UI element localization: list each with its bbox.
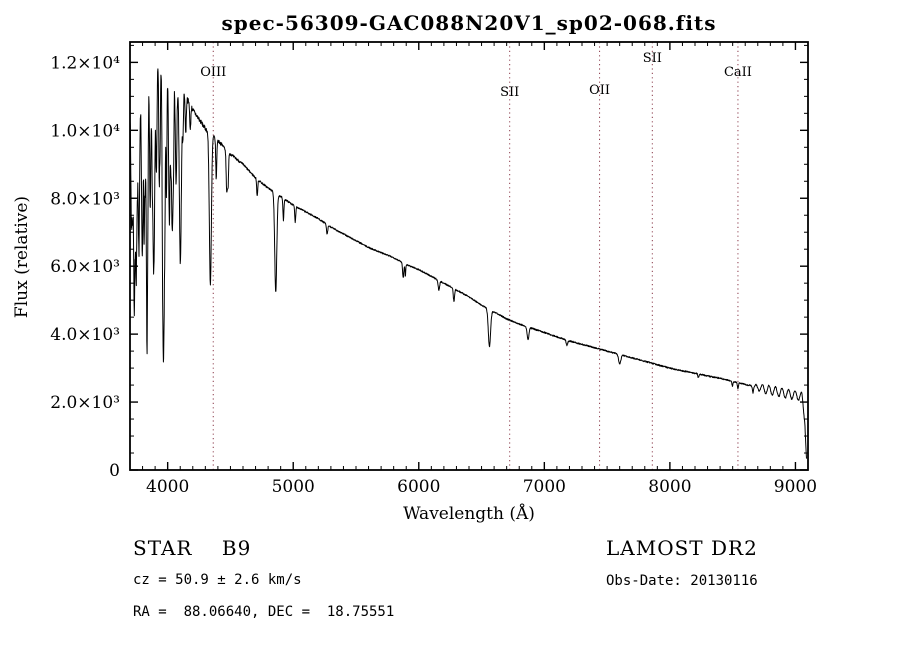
x-tick-label-3: 7000 [523, 477, 566, 497]
y-tick-label-4: 8.0×10³ [50, 189, 120, 209]
y-tick-label-3: 6.0×10³ [50, 257, 120, 277]
y-tick-label-5: 1.0×10⁴ [50, 121, 120, 141]
line-marker-label-sii: SII [500, 85, 519, 100]
x-tick-label-2: 6000 [397, 477, 440, 497]
x-tick-label-5: 9000 [774, 477, 817, 497]
survey-name-text: LAMOST DR2 [606, 536, 758, 560]
ra-dec-text: RA = 88.06640, DEC = 18.75551 [133, 604, 395, 620]
spectrum-trace [129, 68, 807, 459]
x-tick-label-1: 5000 [272, 477, 315, 497]
line-marker-label-sii: SII [643, 51, 662, 66]
obs-date-text: Obs-Date: 20130116 [606, 573, 758, 589]
x-tick-label-0: 4000 [146, 477, 189, 497]
y-tick-label-1: 2.0×10³ [50, 393, 120, 413]
y-tick-label-6: 1.2×10⁴ [50, 53, 120, 73]
x-tick-label-4: 8000 [648, 477, 691, 497]
x-axis-label: Wavelength (Å) [403, 504, 535, 524]
plot-title: spec-56309-GAC088N20V1_sp02-068.fits [221, 11, 717, 35]
line-marker-label-oii: OII [589, 83, 610, 98]
cz-velocity-text: cz = 50.9 ± 2.6 km/s [133, 572, 302, 588]
plot-frame [129, 41, 809, 471]
y-tick-label-0: 0 [109, 461, 120, 481]
y-tick-label-2: 4.0×10³ [50, 325, 120, 345]
star-classification-text: STAR B9 [133, 536, 252, 560]
line-marker-label-oiii: OIII [200, 65, 226, 80]
line-marker-label-caii: CaII [724, 65, 752, 80]
y-axis-label: Flux (relative) [12, 195, 32, 319]
